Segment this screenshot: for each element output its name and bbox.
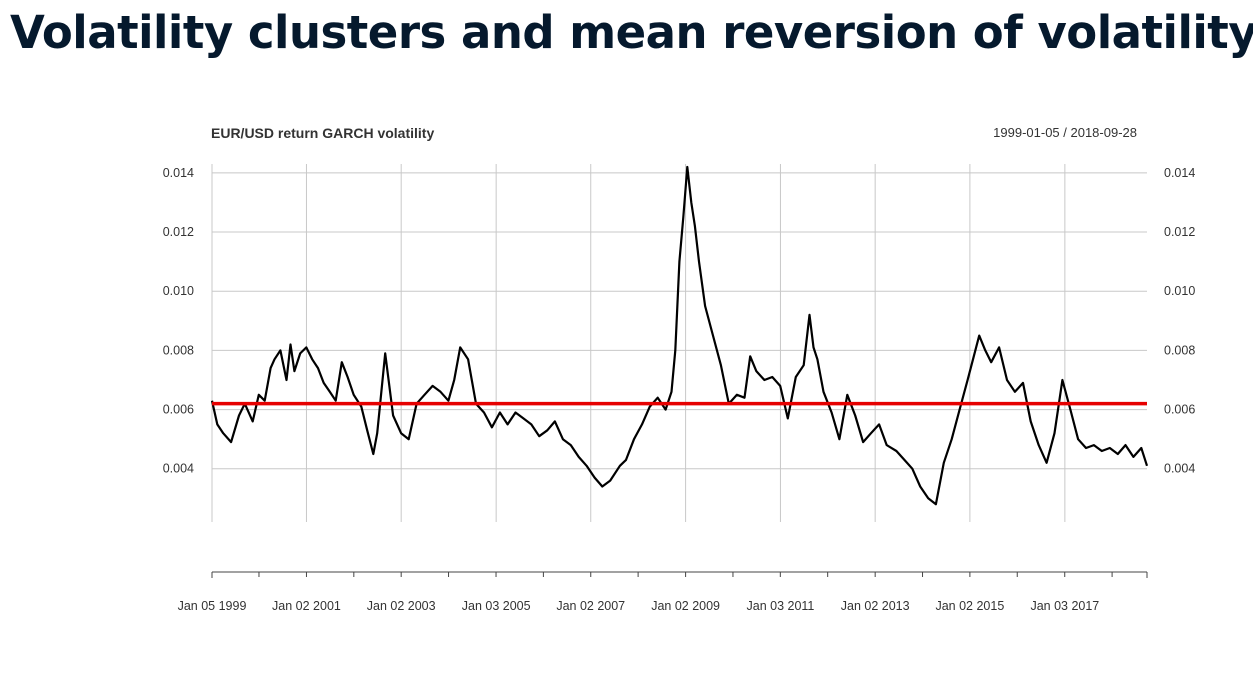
x-tick-label: Jan 02 2007 — [556, 599, 625, 613]
y-axis-left: 0.004 0.006 0.008 0.010 0.012 0.014 — [163, 166, 194, 476]
chart-title: EUR/USD return GARCH volatility — [211, 125, 434, 141]
x-tick-label: Jan 03 2017 — [1030, 599, 1099, 613]
y-tick-label-left: 0.014 — [163, 166, 194, 180]
x-tick-label: Jan 02 2015 — [935, 599, 1004, 613]
y-tick-label-left: 0.012 — [163, 225, 194, 239]
y-tick-label-left: 0.006 — [163, 403, 194, 417]
y-tick-label-left: 0.010 — [163, 284, 194, 298]
x-axis: Jan 05 1999 Jan 02 2001 Jan 02 2003 Jan 03 … — [178, 571, 1148, 613]
y-tick-label-right: 0.006 — [1164, 403, 1195, 417]
slide-title: Volatility clusters and mean reversion o… — [10, 6, 1253, 59]
y-tick-label-left: 0.008 — [163, 343, 194, 357]
volatility-series-line — [210, 165, 1149, 506]
x-tick-label: Jan 03 2011 — [747, 599, 815, 613]
y-tick-label-right: 0.010 — [1164, 284, 1195, 298]
x-tick-label: Jan 02 2001 — [272, 599, 341, 613]
y-tick-label-right: 0.012 — [1164, 225, 1195, 239]
y-tick-label-right: 0.004 — [1164, 462, 1195, 476]
chart-grid — [211, 164, 1147, 522]
y-tick-label-left: 0.004 — [163, 462, 194, 476]
x-tick-label: Jan 03 2005 — [462, 599, 531, 613]
y-tick-label-right: 0.008 — [1164, 343, 1195, 357]
chart-date-range: 1999-01-05 / 2018-09-28 — [993, 125, 1137, 140]
x-tick-label: Jan 02 2003 — [367, 599, 436, 613]
series-layer — [210, 165, 1149, 506]
x-tick-label: Jan 05 1999 — [178, 599, 247, 613]
y-axis-right: 0.004 0.006 0.008 0.010 0.012 0.014 — [1164, 166, 1195, 476]
x-tick-label: Jan 02 2013 — [841, 599, 910, 613]
x-tick-label: Jan 02 2009 — [651, 599, 720, 613]
y-tick-label-right: 0.014 — [1164, 166, 1195, 180]
